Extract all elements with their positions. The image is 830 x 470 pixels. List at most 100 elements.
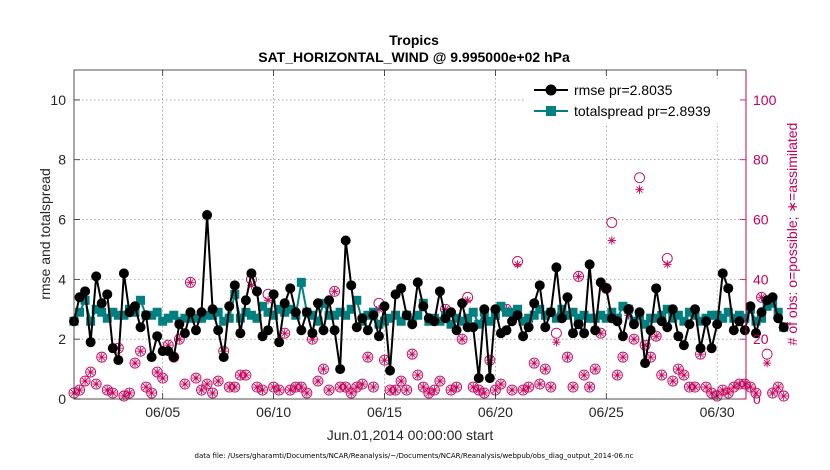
possible-obs-point xyxy=(329,285,341,297)
assimilated-obs-point xyxy=(541,364,550,374)
rmse-point xyxy=(540,322,551,333)
assimilated-obs-point xyxy=(158,373,167,383)
possible-obs-point xyxy=(717,384,729,396)
rmse-point xyxy=(501,325,512,336)
legend-spread-label: totalspread pr=2.8939 xyxy=(574,103,711,119)
assimilated-obs-point xyxy=(147,388,156,398)
possible-obs-point xyxy=(562,351,573,363)
y2-tick-label: 20 xyxy=(753,331,769,347)
totalspread-point xyxy=(230,289,240,299)
totalspread-point xyxy=(463,313,473,323)
assimilated-obs-point xyxy=(80,376,90,386)
rmse-point xyxy=(246,268,257,279)
rmse-point xyxy=(207,304,218,315)
totalspread-point xyxy=(507,307,517,317)
rmse-point xyxy=(174,319,185,330)
rmse-point xyxy=(351,322,362,333)
possible-obs-point xyxy=(190,372,202,384)
rmse-point xyxy=(329,325,340,336)
assimilated-obs-point xyxy=(319,364,328,374)
rmse-point xyxy=(434,286,445,297)
rmse-point xyxy=(451,325,462,336)
assimilated-obs-point xyxy=(241,370,251,380)
totalspread-point xyxy=(202,310,212,320)
footnote: data file: /Users/gharamti/Documents/NCA… xyxy=(195,452,634,460)
possible-obs-point xyxy=(196,384,207,396)
totalspread-point xyxy=(341,310,351,320)
totalspread-point xyxy=(269,310,279,320)
rmse-point xyxy=(335,364,346,375)
possible-obs-point xyxy=(506,384,518,396)
assimilated-obs-point xyxy=(613,370,622,380)
rmse-series xyxy=(69,210,789,384)
possible-obs-point xyxy=(312,375,324,387)
possible-obs-point xyxy=(74,384,85,396)
possible-obs-point xyxy=(467,381,479,393)
rmse-point xyxy=(662,322,673,333)
rmse-point xyxy=(617,331,628,342)
possible-obs-point xyxy=(251,381,263,393)
possible-obs-point xyxy=(478,387,490,399)
rmse-point xyxy=(634,307,645,318)
y2-axis-label: # of obs: o=possible; ∗=assimilated xyxy=(784,123,800,346)
totalspread-point xyxy=(396,316,406,326)
assimilated-obs-point xyxy=(297,382,306,392)
rmse-point xyxy=(146,352,157,363)
y-tick-label: 4 xyxy=(58,271,66,287)
assimilated-obs-point xyxy=(535,379,544,389)
possible-obs-point xyxy=(356,378,368,390)
totalspread-point xyxy=(518,316,528,326)
assimilated-obs-point xyxy=(402,385,411,395)
rmse-point xyxy=(290,307,301,318)
rmse-point xyxy=(773,313,784,324)
assimilated-obs-point xyxy=(679,370,689,380)
totalspread-point xyxy=(163,313,173,323)
rmse-point xyxy=(307,328,318,339)
assimilated-obs-point xyxy=(701,382,711,392)
possible-obs-point xyxy=(744,381,756,393)
rmse-point xyxy=(213,325,224,336)
possible-obs-point xyxy=(318,363,329,375)
assimilated-obs-point xyxy=(97,352,106,362)
rmse-point xyxy=(484,373,495,384)
totalspread-point xyxy=(668,313,678,323)
rmse-point xyxy=(168,352,179,363)
rmse-point xyxy=(529,298,540,309)
totalspread-point xyxy=(346,304,356,314)
assimilated-obs-point xyxy=(236,370,245,380)
totalspread-point xyxy=(513,304,523,314)
assimilated-obs-point xyxy=(762,358,772,368)
totalspread-point xyxy=(263,307,273,317)
totalspread-point xyxy=(197,313,207,323)
assimilated-obs-point xyxy=(457,334,467,344)
totalspread-point xyxy=(252,313,262,323)
assimilated-obs-point xyxy=(646,352,655,362)
totalspread-point xyxy=(707,310,717,320)
rmse-point xyxy=(534,280,545,291)
possible-obs-point xyxy=(323,384,335,396)
assimilated-obs-point xyxy=(674,364,683,374)
possible-obs-point xyxy=(90,378,102,390)
assimilated-obs-point xyxy=(86,367,95,377)
possible-obs-point xyxy=(639,339,651,351)
assimilated-obs-point xyxy=(186,278,195,287)
rmse-point xyxy=(368,310,379,321)
assimilated-obs-point xyxy=(452,382,461,392)
possible-obs-point xyxy=(101,384,113,396)
assimilated-obs-point xyxy=(552,337,561,347)
assimilated-obs-point xyxy=(396,376,406,386)
rmse-point xyxy=(235,328,246,339)
rmse-point xyxy=(285,283,296,294)
rmse-point xyxy=(118,268,129,279)
totalspread-point xyxy=(535,304,545,314)
totalspread-point xyxy=(91,304,101,314)
rmse-point xyxy=(579,328,590,339)
rmse-point xyxy=(102,289,113,300)
rmse-point xyxy=(562,292,573,303)
totalspread-point xyxy=(307,310,317,320)
rmse-point xyxy=(312,298,323,309)
assimilated-obs-point xyxy=(125,388,134,398)
assimilated-obs-point xyxy=(230,382,239,392)
totalspread-point xyxy=(768,298,778,308)
totalspread-point xyxy=(130,307,140,317)
